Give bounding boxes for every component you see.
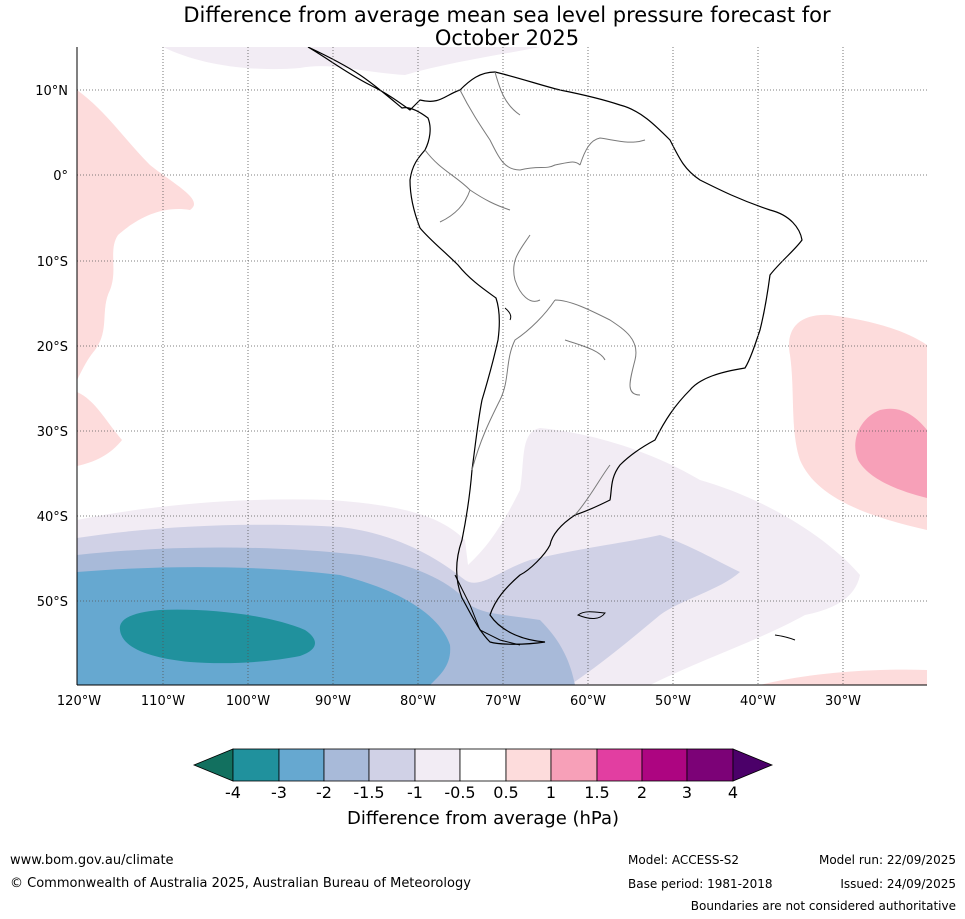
colorbar-tick: 1.5 bbox=[584, 783, 610, 802]
anomaly-positive-west bbox=[77, 90, 195, 380]
copyright-text: © Commonwealth of Australia 2025, Austra… bbox=[10, 876, 471, 891]
colorbar-tick: 2 bbox=[636, 783, 648, 802]
title-line-2: October 2025 bbox=[434, 26, 580, 50]
colorbar bbox=[192, 748, 774, 782]
lat-label: 0° bbox=[53, 169, 68, 184]
lon-label: 110°W bbox=[141, 694, 185, 709]
colorbar-tick: 1 bbox=[545, 783, 557, 802]
lon-label: 50°W bbox=[655, 694, 691, 709]
colorbar-segment bbox=[459, 748, 507, 782]
lon-label: 40°W bbox=[740, 694, 776, 709]
tierra-del-fuego bbox=[454, 574, 521, 646]
lon-label: 30°W bbox=[825, 694, 861, 709]
chart-title: Difference from average mean sea level p… bbox=[0, 4, 965, 50]
country-borders bbox=[424, 71, 646, 516]
south-georgia bbox=[774, 634, 796, 641]
colorbar-segment bbox=[278, 748, 325, 782]
south-america-outline bbox=[307, 47, 803, 645]
lat-label: 30°S bbox=[37, 425, 68, 440]
anomaly-plus1-east bbox=[855, 408, 927, 498]
lon-label: 100°W bbox=[226, 694, 270, 709]
model-text: Model: ACCESS-S2 bbox=[628, 853, 740, 867]
title-line-1: Difference from average mean sea level p… bbox=[183, 3, 831, 27]
colorbar-tick: -0.5 bbox=[444, 783, 476, 802]
anomaly-negative-north bbox=[163, 47, 540, 75]
lat-label: 10°S bbox=[37, 255, 68, 270]
colorbar-segment bbox=[323, 748, 370, 782]
colorbar-segment bbox=[641, 748, 688, 782]
colorbar-segment-max-extend bbox=[732, 748, 774, 782]
lon-label: 120°W bbox=[57, 694, 101, 709]
base-period-text: Base period: 1981-2018 bbox=[628, 877, 773, 891]
disclaimer-text: Boundaries are not considered authoritat… bbox=[690, 899, 956, 913]
colorbar-tick: -4 bbox=[225, 783, 241, 802]
colorbar-segment bbox=[686, 748, 734, 782]
lat-label: 20°S bbox=[37, 340, 68, 355]
lon-label: 90°W bbox=[315, 694, 351, 709]
website-link[interactable]: www.bom.gov.au/climate bbox=[10, 853, 174, 868]
graticule bbox=[77, 47, 927, 685]
anomaly-minus3-south bbox=[119, 609, 316, 664]
model-run-text: Model run: 22/09/2025 bbox=[818, 853, 956, 867]
lat-label: 50°S bbox=[37, 595, 68, 610]
longitude-labels: 120°W 110°W 100°W 90°W 80°W 70°W 60°W 50… bbox=[57, 694, 861, 709]
colorbar-tick: -1.5 bbox=[353, 783, 385, 802]
issued-text: Issued: 24/09/2025 bbox=[840, 877, 956, 891]
lake-titicaca bbox=[504, 307, 512, 321]
colorbar-segment bbox=[550, 748, 598, 782]
colorbar-segment bbox=[505, 748, 552, 782]
colorbar-tick: -3 bbox=[271, 783, 287, 802]
colorbar-segment bbox=[596, 748, 643, 782]
colorbar-tick: 0.5 bbox=[493, 783, 519, 802]
lon-label: 70°W bbox=[485, 694, 521, 709]
lon-label: 60°W bbox=[570, 694, 606, 709]
colorbar-tick: 4 bbox=[727, 783, 739, 802]
colorbar-segment-min-extend bbox=[192, 748, 234, 782]
lat-label: 10°N bbox=[35, 84, 68, 99]
colorbar-segment bbox=[232, 748, 280, 782]
pressure-anomaly-field bbox=[77, 47, 927, 685]
colorbar-tick: 3 bbox=[681, 783, 693, 802]
colorbar-segment bbox=[414, 748, 461, 782]
lat-label: 40°S bbox=[37, 510, 68, 525]
lon-label: 80°W bbox=[400, 694, 436, 709]
latitude-labels: 10°N 0° 10°S 20°S 30°S 40°S 50°S bbox=[35, 84, 68, 610]
colorbar-tick: -1 bbox=[407, 783, 423, 802]
colorbar-title: Difference from average (hPa) bbox=[346, 808, 620, 829]
anomaly-positive-southeast bbox=[760, 669, 927, 685]
colorbar-tick: -2 bbox=[316, 783, 332, 802]
colorbar-segment bbox=[368, 748, 416, 782]
anomaly-positive-southwest bbox=[77, 392, 122, 466]
